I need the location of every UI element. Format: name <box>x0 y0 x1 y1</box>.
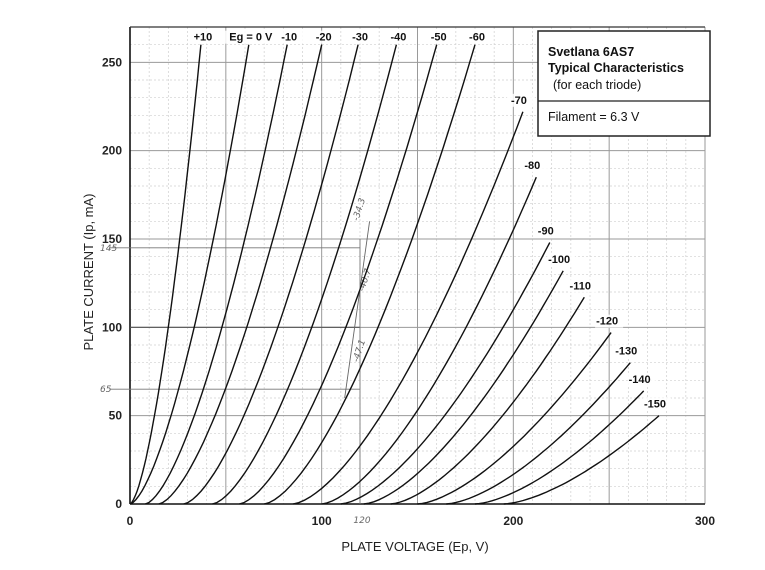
plate-curve <box>417 332 612 505</box>
curve-label: -10 <box>281 32 297 44</box>
plate-curve <box>264 44 476 505</box>
x-tick-label: 0 <box>127 514 134 528</box>
handwritten-y-mark: 65 <box>100 385 112 395</box>
plate-curve <box>129 44 202 505</box>
plate-curve <box>446 362 631 505</box>
handwritten-grid-voltage-note: -47.1 <box>351 338 368 363</box>
curve-labels: +10 Eg = 0 V -10 -20 -30 -40 -50 -60 -70 -80 -90 -1… <box>190 30 671 411</box>
plate-curve <box>239 44 438 505</box>
plate-curve <box>340 242 551 505</box>
curve-label-background <box>426 30 455 44</box>
curve-label: -20 <box>316 32 332 44</box>
plate-curve <box>145 44 288 505</box>
plate-curve <box>363 270 564 505</box>
x-axis-title: PLATE VOLTAGE (Ep, V) <box>341 539 488 554</box>
curve-label: -90 <box>538 226 554 238</box>
curve-label-background <box>224 30 277 44</box>
curve-label: -130 <box>615 346 637 358</box>
curve-label-background <box>595 314 624 328</box>
curve-label: -110 <box>570 280 591 292</box>
curve-label-background <box>520 159 549 173</box>
curve-label-background <box>277 30 306 44</box>
curve-label: -80 <box>524 160 540 172</box>
plate-curve <box>129 44 250 505</box>
y-tick-label: 250 <box>102 55 122 69</box>
plate-curve <box>158 44 323 505</box>
plate-curve <box>321 176 537 505</box>
plate-curves <box>129 44 660 505</box>
curve-label-background <box>465 30 493 44</box>
plate-curve <box>503 415 660 505</box>
curve-label: -100 <box>548 254 570 266</box>
curve-label: -40 <box>390 32 406 44</box>
plate-curve <box>292 111 524 505</box>
curve-label-background <box>643 397 671 411</box>
y-tick-label: 100 <box>102 320 122 334</box>
curve-label: -60 <box>469 32 485 44</box>
chart-subtitle: Typical Characteristics <box>548 61 684 75</box>
y-axis-title: PLATE CURRENT (Ip, mA) <box>81 194 96 351</box>
curve-label: -30 <box>352 32 368 44</box>
y-tick-label: 150 <box>102 232 122 246</box>
handwritten-grid-voltage-note: -34.3 <box>351 197 368 222</box>
curve-label: -140 <box>629 374 651 386</box>
y-tick-label: 200 <box>102 144 122 158</box>
y-tick-label: 50 <box>109 409 123 423</box>
filament-label: Filament = 6.3 V <box>548 110 640 124</box>
curve-label: -70 <box>511 95 527 107</box>
plate-curve <box>212 44 398 505</box>
handwritten-y-mark: 145 <box>100 244 117 254</box>
curve-label-background <box>506 93 535 107</box>
curve-label-background <box>627 372 656 386</box>
curve-label-background <box>614 344 643 358</box>
chart-title: Svetlana 6AS7 <box>548 45 634 59</box>
curve-label-background <box>311 30 340 44</box>
handwritten-load-line <box>344 221 371 399</box>
x-tick-label: 200 <box>503 514 523 528</box>
handwritten-x-mark: 120 <box>353 516 370 526</box>
title-box: Svetlana 6AS7 Typical Characteristics (f… <box>537 30 711 137</box>
title-box-frame <box>537 30 711 137</box>
plate-curve <box>183 44 359 505</box>
curve-label-background <box>190 30 219 44</box>
plate-curve <box>474 390 645 505</box>
plate-curve <box>390 296 585 505</box>
curve-label-background <box>386 30 415 44</box>
curve-label-background <box>547 252 576 266</box>
chart-note: (for each triode) <box>553 78 641 92</box>
x-tick-label: 300 <box>695 514 715 528</box>
curve-label-background <box>348 30 377 44</box>
x-tick-label: 100 <box>312 514 332 528</box>
curve-label: -50 <box>431 32 447 44</box>
y-tick-label: 0 <box>115 497 122 511</box>
curve-label-background <box>568 279 597 293</box>
curve-label: +10 <box>194 32 213 44</box>
curve-label: -150 <box>644 399 666 411</box>
curve-label-background <box>533 224 562 238</box>
axis-ticks: 0 100 200 300 0 50 100 150 200 250 <box>102 55 715 528</box>
curve-label: Eg = 0 V <box>229 32 273 44</box>
curve-label: -120 <box>596 316 618 328</box>
